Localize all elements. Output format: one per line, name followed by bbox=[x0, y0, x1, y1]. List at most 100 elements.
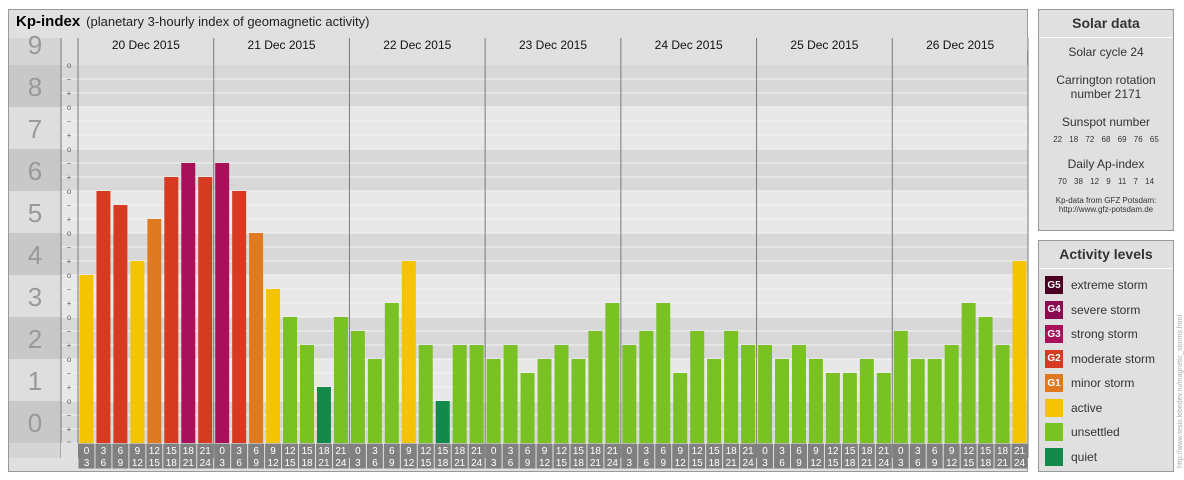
carrington-line1: Carrington rotation bbox=[1056, 73, 1156, 87]
hour-label-start: 12 bbox=[420, 446, 432, 457]
kp-bar bbox=[741, 345, 756, 443]
y-tick-label: 7 bbox=[28, 114, 42, 144]
hour-label-end: 6 bbox=[508, 458, 514, 469]
kp-bar bbox=[808, 359, 823, 443]
kp-bar bbox=[79, 275, 94, 443]
hour-cell bbox=[485, 443, 502, 469]
minor-tick-label: o bbox=[67, 355, 72, 364]
minor-tick-label: − bbox=[67, 201, 72, 210]
minor-tick-label: + bbox=[67, 299, 72, 308]
hour-cell bbox=[519, 443, 536, 469]
minor-tick-label: o bbox=[67, 271, 72, 280]
legend-label: severe storm bbox=[1071, 302, 1141, 317]
hour-label-start: 21 bbox=[335, 446, 347, 457]
hour-cell bbox=[231, 443, 248, 469]
legend-label: minor storm bbox=[1071, 376, 1135, 390]
hour-label-end: 9 bbox=[253, 458, 259, 469]
y-band-7 bbox=[61, 107, 1028, 149]
legend-item: G4 severe storm bbox=[1045, 300, 1140, 320]
hour-label-start: 12 bbox=[692, 446, 704, 457]
hour-label-start: 12 bbox=[284, 446, 296, 457]
hour-label-end: 12 bbox=[946, 458, 958, 469]
minor-tick-label: − bbox=[67, 159, 72, 168]
hour-label-start: 9 bbox=[949, 446, 955, 457]
hour-cell bbox=[366, 443, 383, 469]
kp-bar bbox=[401, 261, 416, 443]
day-label: 26 Dec 2015 bbox=[926, 38, 994, 52]
hour-label-start: 18 bbox=[997, 446, 1009, 457]
hour-cell bbox=[621, 443, 638, 469]
hour-cell bbox=[672, 443, 689, 469]
hour-cell bbox=[791, 443, 807, 469]
hour-label-start: 3 bbox=[101, 446, 107, 457]
hour-label-start: 12 bbox=[827, 446, 839, 457]
credit-text: http://www.tesis.lebedev.ru/magnetic_sto… bbox=[1177, 314, 1184, 468]
hour-cell bbox=[587, 443, 604, 469]
hour-label-end: 9 bbox=[660, 458, 666, 469]
legend-item: G1 minor storm bbox=[1045, 373, 1134, 393]
hour-label-start: 0 bbox=[491, 446, 497, 457]
hour-label-start: 18 bbox=[590, 446, 602, 457]
legend-swatch: G2 bbox=[1045, 349, 1063, 368]
hour-label-end: 12 bbox=[675, 458, 687, 469]
minor-tick-label: + bbox=[67, 257, 72, 266]
kp-bar bbox=[333, 317, 348, 443]
hour-cell bbox=[655, 443, 672, 469]
hour-cell bbox=[943, 443, 960, 469]
legend-swatch: G4 bbox=[1045, 300, 1063, 319]
hour-label-start: 6 bbox=[525, 446, 531, 457]
minor-tick-label: o bbox=[67, 145, 72, 154]
source-line2: http://www.gfz-potsdam.de bbox=[1058, 205, 1154, 214]
y-band-label-1 bbox=[9, 359, 61, 401]
hour-label-end: 15 bbox=[963, 458, 975, 469]
minor-tick-label: − bbox=[67, 411, 72, 420]
hour-label-start: 6 bbox=[253, 446, 259, 457]
hour-cell bbox=[553, 443, 570, 469]
kp-bar bbox=[503, 345, 518, 443]
solar-cycle: Solar cycle 24 bbox=[1068, 45, 1144, 59]
minor-tick-label: + bbox=[67, 341, 72, 350]
legend-item: unsettled bbox=[1045, 422, 1120, 442]
hour-cell bbox=[417, 443, 434, 469]
hour-label-end: 9 bbox=[118, 458, 124, 469]
solar-data-title: Solar data bbox=[1039, 10, 1173, 38]
minor-tick-label: − bbox=[67, 117, 72, 126]
y-tick-label: 6 bbox=[28, 156, 42, 186]
kp-bar bbox=[435, 401, 450, 443]
hour-label-start: 9 bbox=[135, 446, 141, 457]
kp-bar bbox=[300, 345, 314, 443]
hour-cell bbox=[299, 443, 315, 469]
hour-label-start: 3 bbox=[508, 446, 514, 457]
kp-bar bbox=[164, 177, 179, 443]
hour-cell bbox=[349, 443, 366, 469]
minor-tick-label: + bbox=[67, 131, 72, 140]
kp-bar bbox=[350, 330, 365, 443]
kp-bar bbox=[266, 288, 281, 443]
kp-bar bbox=[656, 303, 671, 443]
hour-label-end: 9 bbox=[796, 458, 802, 469]
hour-label-end: 24 bbox=[1014, 458, 1026, 469]
hour-cell bbox=[824, 443, 841, 469]
hour-label-start: 21 bbox=[878, 446, 890, 457]
hour-cell bbox=[807, 443, 824, 469]
hour-label-start: 12 bbox=[963, 446, 975, 457]
hour-label-end: 9 bbox=[389, 458, 395, 469]
minor-tick-label: o bbox=[67, 103, 72, 112]
hour-cell bbox=[604, 443, 621, 469]
hour-label-end: 21 bbox=[861, 458, 873, 469]
legend-label: active bbox=[1071, 400, 1103, 415]
hour-label-start: 3 bbox=[236, 446, 242, 457]
kp-bar bbox=[249, 233, 264, 443]
hour-label-start: 6 bbox=[796, 446, 802, 457]
legend-swatch: G1 bbox=[1045, 374, 1063, 392]
y-band-label-8 bbox=[9, 65, 61, 107]
hour-label-start: 21 bbox=[1014, 446, 1026, 457]
kp-bar bbox=[113, 204, 128, 443]
hour-label-end: 18 bbox=[709, 458, 721, 469]
legend-label: moderate storm bbox=[1071, 351, 1156, 366]
y-tick-label: 2 bbox=[28, 324, 42, 354]
hour-label-start: 15 bbox=[980, 446, 992, 457]
hour-label-end: 9 bbox=[932, 458, 938, 469]
hour-cell bbox=[197, 443, 214, 469]
